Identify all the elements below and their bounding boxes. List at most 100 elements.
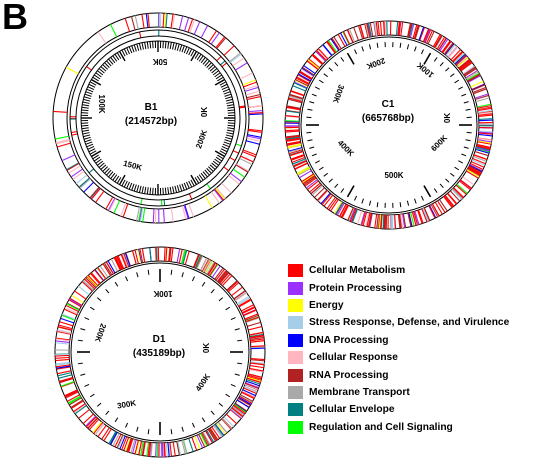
feature-stripe [68,396,82,405]
scale-tick [105,288,110,294]
feature-stripe [306,60,319,70]
scale-tick [219,81,227,86]
feature-stripe [433,34,442,48]
feature-stripe [74,290,87,300]
scale-tick [149,41,152,49]
feature-stripe [424,29,432,43]
feature-stripe [471,84,486,91]
feature-stripe [170,247,174,262]
feature-stripe [232,406,245,416]
scale-tick [463,101,469,104]
feature-stripe [61,154,76,162]
feature-stripe [316,189,328,201]
feature-stripe [330,199,339,212]
b1-tick-label-100k: 100K [97,94,106,113]
feature-stripe [200,257,208,271]
feature-stripe [232,57,245,67]
feature-stripe [391,214,394,229]
feature-stripe [55,342,70,345]
feature-stripe [142,207,146,222]
scale-tick [222,88,230,93]
feature-stripe [249,367,264,372]
scale-tick [136,272,139,278]
feature-stripe [289,150,303,156]
feature-stripe [475,94,489,100]
feature-stripe [447,45,458,58]
feature-stripe [163,247,166,262]
feature-stripe [478,118,493,121]
feature-stripe [378,214,382,229]
scale-tick [190,49,195,57]
feature-stripe [248,129,263,133]
feature-stripe [468,165,482,173]
feature-stripe [229,157,236,161]
feature-stripe [240,304,254,312]
feature-stripe [452,51,464,63]
scale-tick [318,166,324,171]
scale-tick [215,156,223,162]
feature-stripe [312,53,324,65]
feature-stripe [102,263,112,276]
feature-stripe [323,194,334,207]
feature-stripe [205,260,214,274]
feature-stripe [239,72,254,80]
scale-tick [87,86,95,90]
feature-stripe [86,66,92,71]
feature-stripe [181,205,187,220]
scale-tick [83,136,91,140]
feature-stripe [201,258,210,272]
scale-tick [420,195,424,201]
scale-tick [131,183,135,191]
feature-stripe [288,147,303,152]
legend-item-energy: Energy [288,297,538,314]
feature-stripe [398,214,401,229]
feature-stripe [301,67,314,77]
feature-stripe [477,103,492,108]
scale-tick [191,422,195,428]
genome-map-c1: 100K 200K 300K 400K 500K 600K 0K C1 (665… [284,20,494,230]
feature-stripe [331,37,341,51]
scale-tick [92,154,99,160]
feature-stripe [178,15,184,30]
feature-stripe [138,207,142,222]
scale-tick [114,417,119,423]
feature-stripe [239,157,253,166]
feature-stripe [215,268,225,281]
feature-stripe [466,71,479,80]
feature-stripe [245,90,260,96]
feature-stripe [215,36,226,49]
feature-stripe [423,29,431,43]
feature-stripe [244,383,259,390]
feature-stripe [473,88,487,95]
feature-stripe [296,166,310,174]
feature-stripe [418,26,425,41]
scale-tick [225,393,231,398]
scale-tick [169,42,172,50]
feature-stripe [368,22,372,37]
feature-stripe [342,31,351,45]
scale-tick [93,74,101,80]
feature-stripe [427,31,435,45]
feature-stripe [216,269,227,282]
feature-stripe [122,203,129,218]
scale-tick [202,171,208,178]
feature-stripe [444,43,455,56]
feature-stripe [465,70,478,79]
scale-tick [361,46,364,52]
feature-stripe [457,57,469,68]
legend-item-cellular-metabolism: Cellular Metabolism [288,262,538,279]
feature-stripe [248,373,263,378]
c1-tick-label-600k: 600K [429,133,449,153]
feature-stripe [193,254,200,268]
scale-tick [227,124,235,127]
scale-tick [311,153,317,157]
feature-stripe [66,303,80,311]
scale-tick [136,43,140,51]
feature-stripe [200,432,209,446]
feature-stripe [373,21,377,36]
feature-stripe [97,267,107,280]
feature-stripe [236,163,249,172]
feature-stripe [207,262,216,275]
feature-stripe [459,59,471,70]
scale-tick [97,160,104,166]
